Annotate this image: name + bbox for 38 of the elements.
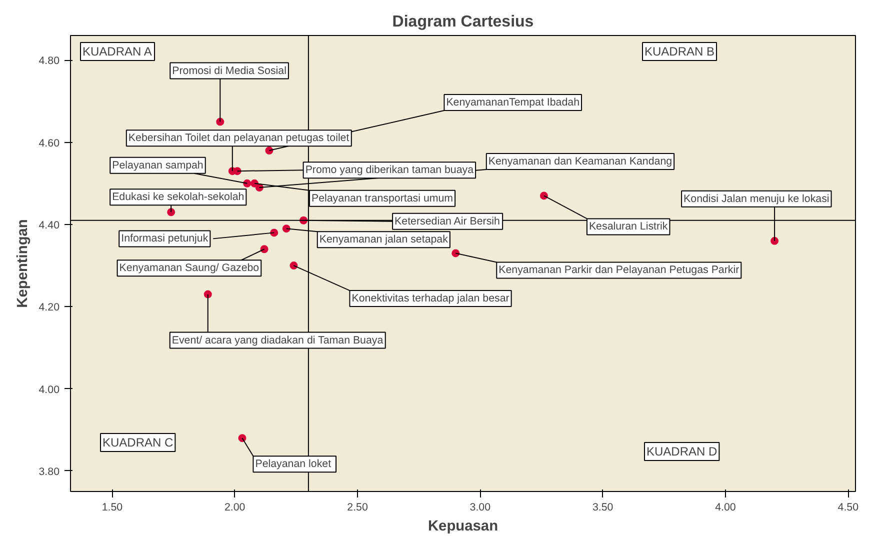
annotation: Konektivitas terhadap jalan besar (352, 292, 510, 305)
annotation: KUADRAN A (82, 44, 152, 58)
x-tick-label: 4.50 (838, 502, 859, 514)
y-tick-label: 3.80 (38, 466, 60, 478)
y-tick-label: 4.80 (38, 55, 60, 68)
annotation: Kenyamanan dan Keamanan Kandang (488, 156, 672, 168)
y-tick-label: 4.60 (38, 137, 60, 150)
annotation: Pelayanan loket (255, 458, 332, 470)
annotation: Event/ acara yang diadakan di Taman Buaya (172, 334, 384, 346)
annotation: Promo yang diberikan taman buaya (305, 164, 474, 176)
annotation: KenyamananTempat Ibadah (446, 96, 580, 109)
annotation: KUADRAN B (644, 44, 715, 58)
annotation: Edukasi ke sekolah-sekolah (112, 191, 244, 204)
x-tick-label: 3.00 (470, 502, 491, 514)
annotation: Promosi di Media Sosial (172, 64, 286, 77)
y-tick-label: 4.20 (38, 302, 60, 314)
annotation: Pelayanan sampah (112, 159, 204, 172)
x-tick-label: 2.50 (347, 502, 368, 514)
x-tick-label: 1.50 (102, 502, 123, 514)
annotation: Kesaluran Listrik (588, 220, 668, 233)
annotation: Informasi petunjuk (121, 232, 209, 245)
x-tick-label: 3.50 (592, 502, 614, 514)
annotation: KUADRAN C (102, 436, 174, 450)
y-tick-label: 4.40 (38, 219, 60, 232)
annotation: Pelayanan transportasi umum (311, 192, 454, 204)
annotation: Kondisi Jalan menuju ke lokasi (684, 192, 830, 205)
x-tick-label: 2.00 (224, 502, 246, 514)
x-tick-label: 4.00 (715, 502, 736, 514)
annotation: Kenyamanan jalan setapak (319, 234, 449, 246)
annotation: KUADRAN D (646, 444, 718, 458)
chart-title: Diagram Cartesius (392, 14, 534, 30)
y-axis-title: Kepentingan (14, 219, 31, 308)
annotation: Kenyamanan Parkir dan Pelayanan Petugas Parkir (498, 264, 740, 276)
annotation: Ketersedian Air Bersih (394, 215, 500, 228)
annotation: Kebersihan Toilet dan pelayanan petugas toilet (128, 132, 350, 144)
x-axis-title: Kepuasan (428, 518, 498, 534)
y-tick-label: 4.00 (38, 384, 60, 396)
annotation: Kenyamanan Saung/ Gazebo (119, 262, 260, 274)
